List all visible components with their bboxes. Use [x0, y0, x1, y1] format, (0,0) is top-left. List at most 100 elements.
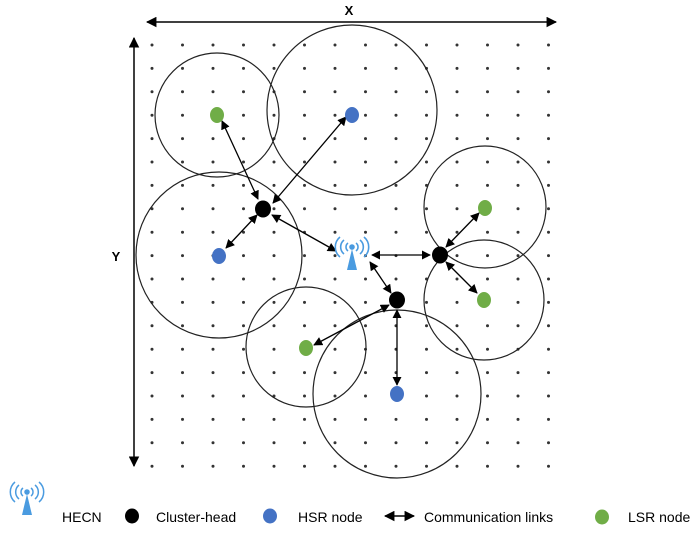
hsr-node	[212, 248, 226, 264]
link-arrow	[221, 120, 259, 200]
grid-dot	[211, 417, 215, 421]
grid-dot	[364, 230, 367, 234]
grid-dot	[425, 160, 428, 164]
grid-dot	[547, 160, 550, 164]
grid-dot	[211, 207, 215, 211]
grid-dot	[181, 137, 184, 141]
grid-dot	[486, 254, 489, 258]
grid-dot	[394, 183, 398, 187]
grid-dot	[242, 277, 245, 281]
grid-dot	[425, 90, 428, 94]
grid-dot	[455, 160, 459, 164]
cluster-head-node	[255, 200, 271, 218]
grid-dot	[394, 137, 398, 141]
grid-dot	[455, 371, 459, 375]
grid-dot	[303, 66, 306, 70]
grid-dot	[272, 66, 276, 70]
legend-hsr-swatch	[263, 508, 277, 524]
grid-dot	[242, 417, 245, 421]
grid-dot	[425, 207, 428, 211]
grid-dot	[150, 230, 154, 234]
hsr-node	[345, 107, 359, 123]
grid-dot	[394, 230, 398, 234]
grid-dot	[211, 277, 215, 281]
grid-dot	[333, 394, 337, 398]
y-axis-label: Y	[112, 249, 121, 264]
grid-dot	[303, 441, 306, 445]
hsr-node	[390, 386, 404, 402]
link-arrow	[271, 214, 337, 252]
legend: HECN Cluster-head HSR node Communication…	[9, 481, 690, 525]
grid-dot	[303, 160, 306, 164]
grid-dot	[181, 300, 184, 304]
grid-dot	[181, 324, 184, 328]
grid-dot	[547, 300, 550, 304]
grid-dot	[425, 371, 428, 375]
dot-grid	[150, 43, 550, 468]
grid-dot	[486, 464, 489, 468]
grid-dot	[272, 183, 276, 187]
grid-dot	[516, 254, 520, 258]
grid-dot	[303, 43, 306, 47]
legend-hecn-label: HECN	[62, 509, 102, 525]
grid-dot	[303, 183, 306, 187]
grid-dot	[333, 300, 337, 304]
grid-dot	[425, 43, 428, 47]
grid-dot	[242, 464, 245, 468]
coverage-circle	[245, 286, 367, 408]
grid-dot	[272, 230, 276, 234]
grid-dot	[364, 417, 367, 421]
grid-dot	[364, 113, 367, 117]
grid-dot	[242, 371, 245, 375]
grid-dot	[455, 137, 459, 141]
grid-dot	[242, 160, 245, 164]
antenna-icon	[334, 236, 370, 270]
grid-dot	[272, 113, 276, 117]
grid-dot	[303, 277, 306, 281]
grid-dot	[303, 137, 306, 141]
grid-dot	[181, 464, 184, 468]
grid-dot	[242, 137, 245, 141]
grid-dot	[486, 371, 489, 375]
grid-dot	[364, 371, 367, 375]
link-arrow	[272, 116, 347, 204]
grid-dot	[486, 66, 489, 70]
coverage-circles	[135, 24, 547, 479]
grid-dot	[394, 464, 398, 468]
grid-dot	[486, 137, 489, 141]
grid-dot	[547, 277, 550, 281]
grid-dot	[211, 347, 215, 351]
grid-dot	[242, 207, 245, 211]
grid-dot	[425, 394, 428, 398]
grid-dot	[364, 160, 367, 164]
grid-dot	[455, 66, 459, 70]
grid-dot	[455, 300, 459, 304]
grid-dot	[364, 394, 367, 398]
grid-dot	[486, 394, 489, 398]
grid-dot	[333, 90, 337, 94]
grid-dot	[303, 254, 306, 258]
grid-dot	[516, 464, 520, 468]
link-arrow	[445, 212, 480, 248]
grid-dot	[333, 464, 337, 468]
grid-dot	[364, 183, 367, 187]
grid-dot	[516, 43, 520, 47]
legend-cluster-head-label: Cluster-head	[156, 509, 236, 525]
grid-dot	[181, 230, 184, 234]
grid-dot	[333, 371, 337, 375]
communication-links	[221, 116, 480, 386]
grid-dot	[333, 160, 337, 164]
grid-dot	[181, 43, 184, 47]
grid-dot	[516, 90, 520, 94]
grid-dot	[211, 394, 215, 398]
grid-dot	[394, 66, 398, 70]
grid-dot	[333, 417, 337, 421]
nodes	[210, 107, 492, 402]
grid-dot	[181, 254, 184, 258]
grid-dot	[455, 324, 459, 328]
grid-dot	[181, 183, 184, 187]
grid-dot	[547, 417, 550, 421]
grid-dot	[242, 441, 245, 445]
grid-dot	[272, 347, 276, 351]
grid-dot	[486, 90, 489, 94]
